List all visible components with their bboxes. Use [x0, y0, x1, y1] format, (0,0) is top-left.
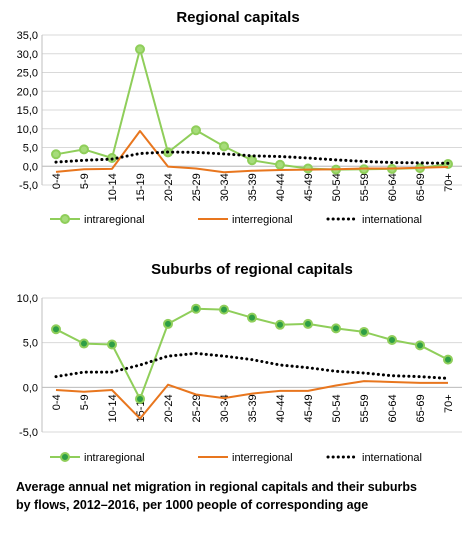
x-tick-label: 45-49	[303, 173, 315, 201]
x-tick-label: 5-9	[79, 173, 91, 189]
x-tick-label: 0-4	[51, 173, 63, 189]
data-point-intraregional	[163, 318, 173, 329]
series-line-interregional	[55, 380, 448, 420]
series-line-international	[54, 351, 450, 380]
chart-title: Regional capitals	[176, 9, 299, 26]
x-tick-label: 35-39	[247, 394, 259, 422]
x-tick-label: 65-69	[415, 173, 427, 201]
series-line-international	[54, 150, 450, 165]
x-tick-label: 45-49	[303, 394, 315, 422]
x-tick-label: 40-44	[275, 394, 287, 422]
y-tick-label: 0,0	[23, 161, 38, 173]
x-tick-label: 5-9	[79, 394, 91, 410]
y-tick-label: 30,0	[17, 49, 38, 61]
x-tick-label: 0-4	[51, 394, 63, 410]
y-tick-label: 35,0	[17, 30, 38, 42]
legend-label-international: international	[362, 452, 422, 464]
legend-label-international: international	[362, 214, 422, 226]
regional-capitals-chart: Regional capitals -5,0 0,0 5,0 10,0 15,0 20,0 2…	[17, 9, 462, 226]
caption-line-2: by flows, 2012–2016, per 1000 people of …	[16, 498, 369, 512]
data-point-intraregional	[331, 323, 341, 334]
data-point-intraregional	[191, 303, 201, 314]
x-tick-label: 25-29	[191, 173, 203, 201]
data-point-intraregional	[191, 125, 201, 136]
series-line-intraregional	[55, 48, 449, 171]
legend-marker	[60, 452, 70, 462]
legend-marker	[60, 214, 70, 224]
figure-caption: Average annual net migration in regional…	[16, 478, 466, 514]
data-point-intraregional	[275, 159, 285, 170]
legend-label-interregional: interregional	[232, 452, 293, 464]
y-tick-label: 10,0	[17, 293, 38, 305]
y-tick-label: 5,0	[23, 338, 38, 350]
y-tick-label: 10,0	[17, 124, 38, 136]
y-tick-label: 0,0	[23, 382, 38, 394]
x-tick-label: 40-44	[275, 173, 287, 201]
legend-label-interregional: interregional	[232, 214, 293, 226]
y-tick-label: -5,0	[19, 180, 38, 192]
y-tick-label: -5,0	[19, 427, 38, 439]
x-tick-label: 70+	[443, 394, 455, 413]
y-tick-label: 20,0	[17, 86, 38, 98]
data-point-intraregional	[303, 163, 313, 174]
x-tick-label: 60-64	[387, 394, 399, 422]
data-point-intraregional	[247, 312, 257, 323]
chart-title: Suburbs of regional capitals	[151, 261, 353, 278]
data-point-intraregional	[415, 340, 425, 351]
x-tick-label: 10-14	[107, 173, 119, 201]
x-tick-label: 55-59	[359, 173, 371, 201]
data-point-intraregional	[135, 393, 145, 404]
y-tick-label: 25,0	[17, 68, 38, 80]
caption-line-1: Average annual net migration in regional…	[16, 480, 418, 494]
data-point-intraregional	[387, 334, 397, 345]
legend-label-intraregional: intraregional	[84, 214, 145, 226]
x-tick-label: 30-34	[219, 394, 231, 422]
suburbs-chart: Suburbs of regional capitals -5,0 0,0 5,0 10…	[17, 261, 462, 464]
data-point-intraregional	[135, 44, 145, 55]
data-point-intraregional	[107, 339, 117, 350]
data-point-intraregional	[79, 338, 89, 349]
x-tick-label: 10-14	[107, 394, 119, 422]
x-tick-label: 50-54	[331, 394, 343, 422]
x-tick-label: 20-24	[163, 394, 175, 422]
x-tick-label: 30-34	[219, 173, 231, 201]
data-point-intraregional	[219, 141, 229, 152]
x-tick-label: 50-54	[331, 173, 343, 201]
x-tick-label: 25-29	[191, 394, 203, 422]
data-point-intraregional	[51, 324, 61, 335]
x-tick-label: 55-59	[359, 394, 371, 422]
x-tick-label: 15-19	[135, 173, 147, 201]
data-point-intraregional	[219, 304, 229, 315]
y-tick-label: 5,0	[23, 143, 38, 155]
data-point-intraregional	[247, 155, 257, 166]
data-point-intraregional	[443, 354, 453, 365]
data-point-intraregional	[79, 144, 89, 155]
x-tick-label: 20-24	[163, 173, 175, 201]
data-point-intraregional	[303, 318, 313, 329]
x-tick-label: 70+	[443, 173, 455, 192]
data-point-intraregional	[275, 319, 285, 330]
x-tick-label: 35-39	[247, 173, 259, 201]
data-point-intraregional	[51, 149, 61, 160]
y-tick-label: 15,0	[17, 105, 38, 117]
legend-label-intraregional: intraregional	[84, 452, 145, 464]
data-point-intraregional	[359, 326, 369, 337]
x-tick-label: 65-69	[415, 394, 427, 422]
x-tick-label: 60-64	[387, 173, 399, 201]
